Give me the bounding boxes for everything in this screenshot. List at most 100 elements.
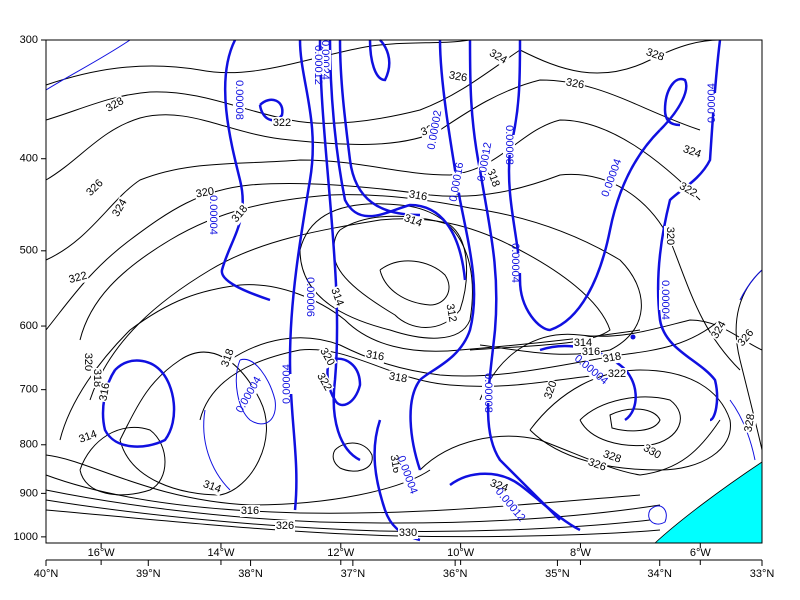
contour-label: 326 bbox=[84, 177, 105, 198]
ratio-label: 0.00008 bbox=[233, 80, 245, 120]
ratio-label: 0.00004 bbox=[509, 243, 521, 283]
contour-label: 328 bbox=[644, 46, 665, 64]
contour-label-bg bbox=[643, 45, 667, 65]
contour-label: 330 bbox=[641, 442, 663, 462]
contour-label-bg bbox=[218, 346, 238, 370]
contour-label: 328 bbox=[742, 413, 757, 433]
contour-label-bg bbox=[708, 318, 730, 342]
ratio-label: 0.00012 bbox=[312, 45, 324, 85]
contour-label-bg bbox=[640, 441, 664, 463]
ratio-label-bg bbox=[312, 55, 324, 75]
contour-label-bg bbox=[83, 176, 107, 200]
terrain bbox=[653, 461, 763, 544]
contour-label-bg bbox=[734, 326, 758, 350]
contour-label: 318 bbox=[602, 350, 622, 365]
ratio-label-bg bbox=[281, 374, 293, 394]
y-tick-label: 300 bbox=[20, 34, 38, 46]
ratio-label-bg bbox=[498, 493, 522, 517]
contour-label: 324 bbox=[488, 477, 509, 495]
contour-label-bg bbox=[387, 370, 409, 386]
ratio-label-bg bbox=[503, 135, 515, 155]
contour-label-bg bbox=[200, 477, 224, 497]
contour-label-bg bbox=[316, 345, 338, 369]
contour-label: 326 bbox=[276, 520, 294, 532]
y-tick-label: 800 bbox=[20, 439, 38, 451]
contour-label: 322 bbox=[273, 117, 291, 129]
x-tick-label: 14°W bbox=[207, 547, 235, 559]
contour-label: 316 bbox=[408, 188, 428, 203]
x-tick-label: 10°W bbox=[447, 547, 475, 559]
contour-label: 320 bbox=[542, 379, 560, 400]
ratio-label: 0.00006 bbox=[304, 277, 316, 317]
contour-label-bg bbox=[275, 520, 295, 532]
ratio-label: 0.00004 bbox=[659, 280, 671, 320]
ratio-label: 0.00004 bbox=[706, 83, 718, 123]
ratio-label-bg bbox=[602, 166, 622, 190]
y-tick-label: 600 bbox=[20, 320, 38, 332]
y-tick-label: 900 bbox=[20, 487, 38, 499]
contour-label: 328 bbox=[104, 95, 126, 115]
contour-label: 322 bbox=[68, 270, 89, 286]
contour-label-bg bbox=[607, 368, 627, 380]
contour-label-bg bbox=[103, 94, 127, 116]
ratio-marker bbox=[630, 334, 636, 340]
x-tick-label: 12°W bbox=[327, 547, 355, 559]
contour-label-bg bbox=[541, 378, 561, 402]
contour-label-bg bbox=[585, 455, 609, 475]
contour-label: 314 bbox=[402, 212, 423, 230]
contour-label-bg bbox=[228, 202, 252, 226]
contour-label-bg bbox=[447, 69, 469, 85]
contour-label: 312 bbox=[444, 303, 459, 323]
contour-label: 316 bbox=[97, 382, 112, 402]
contour-label-bg bbox=[487, 476, 511, 496]
y-tick-label: 400 bbox=[20, 153, 38, 165]
contour-label: 320 bbox=[195, 185, 215, 200]
x2-tick-label: 36°N bbox=[443, 568, 468, 580]
terrain-fill bbox=[653, 461, 763, 544]
x2-tick-label: 33°N bbox=[750, 568, 775, 580]
contour-label-bg bbox=[664, 226, 676, 246]
contour-label-bg bbox=[364, 348, 386, 364]
x-tick-label: 16°W bbox=[88, 547, 116, 559]
ratio-label: 0.00002 bbox=[426, 109, 445, 150]
contour-label: 324 bbox=[709, 319, 729, 341]
contour-label: 314 bbox=[328, 286, 346, 307]
contour-label-bg bbox=[600, 447, 624, 467]
ratio-label-bg bbox=[659, 290, 671, 310]
ratio-label-bg bbox=[397, 463, 417, 487]
contour-label-bg bbox=[109, 196, 131, 220]
x2-tick-label: 39°N bbox=[136, 568, 161, 580]
x2-tick-label: 38°N bbox=[238, 568, 263, 580]
contour-label: 314 bbox=[574, 337, 592, 349]
ratio-label-bg bbox=[427, 119, 443, 141]
contour-label: 314 bbox=[77, 428, 98, 446]
contour-label: 318 bbox=[229, 203, 250, 225]
plot-frame bbox=[45, 39, 763, 544]
ratio-label-bg bbox=[238, 383, 260, 407]
ratio-label-bg bbox=[482, 383, 494, 403]
contour-label-bg bbox=[240, 505, 260, 517]
x-tick-label: 8°W bbox=[570, 547, 592, 559]
ratio-label-bg bbox=[449, 171, 465, 193]
contour-label-bg bbox=[272, 117, 292, 129]
contour-label: 318 bbox=[388, 370, 408, 385]
contour-label-bg bbox=[82, 352, 94, 372]
contour-label-bg bbox=[564, 76, 586, 92]
contour-label: 314 bbox=[201, 478, 222, 496]
ratio-label: 0.00008 bbox=[503, 125, 515, 165]
contour-label-bg bbox=[194, 185, 216, 201]
contour-label: 326 bbox=[448, 69, 468, 84]
contour-label: 322 bbox=[677, 180, 699, 200]
contour-label: 326 bbox=[565, 76, 585, 91]
contour-label: 320 bbox=[82, 353, 94, 371]
contour-label: 320 bbox=[317, 346, 337, 368]
x2-tick-label: 40°N bbox=[34, 568, 59, 580]
x2-tick-label: 37°N bbox=[341, 568, 366, 580]
contour-label-bg bbox=[66, 269, 90, 287]
ratio-label: 0.00004 bbox=[207, 195, 219, 235]
contour-label-bg bbox=[313, 370, 335, 394]
contour-label-bg bbox=[97, 381, 113, 403]
ratio-label-bg bbox=[509, 253, 521, 273]
ratio-label: 0.00008 bbox=[482, 373, 494, 413]
